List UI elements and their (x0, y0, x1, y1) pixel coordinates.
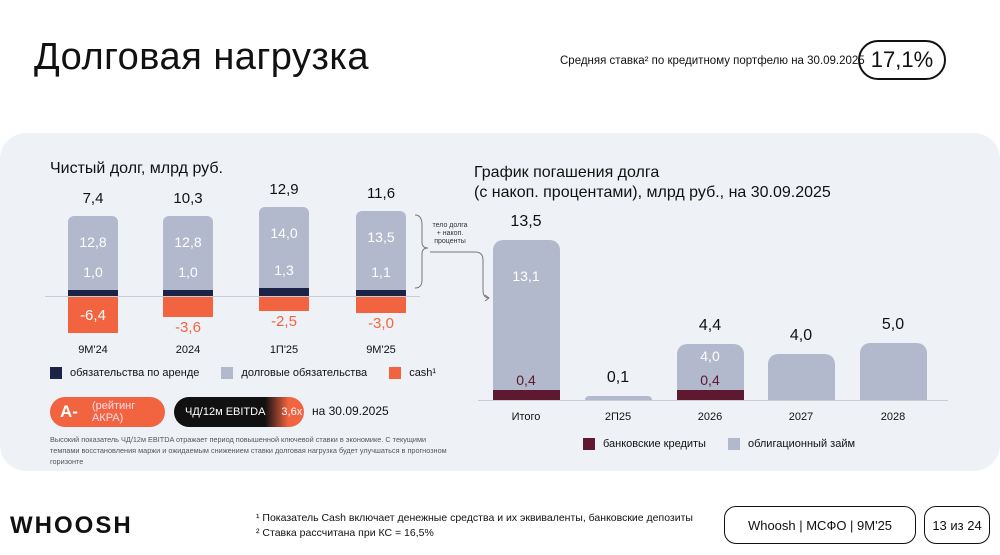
right-legend: банковские кредиты облигационный займ (583, 438, 855, 450)
category-label: Итого (511, 411, 541, 423)
total-label: 5,0 (881, 315, 905, 333)
legend-swatch-lease (50, 367, 62, 379)
category-label: 2028 (880, 411, 906, 423)
bar-cash (259, 296, 309, 311)
bar-bank (677, 390, 744, 400)
cash-label: -3,6 (175, 318, 201, 336)
bar-bonds (768, 354, 835, 400)
legend-swatch-bonds (727, 438, 740, 450)
bar-lease (163, 290, 213, 296)
badge-date: на 30.09.2025 (312, 404, 389, 418)
page-title: Долговая нагрузка (34, 36, 370, 78)
total-label: 4,4 (698, 317, 722, 335)
bar-bank (585, 396, 652, 400)
legend-debt: долговые обязательства (241, 367, 368, 379)
legend-bank: банковские кредиты (603, 438, 706, 450)
footnotes: ¹ Показатель Cash включает денежные сред… (256, 511, 693, 541)
debt-label: 12,8 (79, 233, 107, 250)
legend-swatch-cash (389, 367, 402, 379)
category-label: 2027 (788, 411, 814, 423)
bar-lease (356, 289, 406, 296)
net-debt-chart: 7,4 12,8 1,0 -6,4 9М'24 10,3 12,8 1,0 -3,6 2024 12… (0, 0, 460, 380)
legend-bonds: облигационный займ (747, 438, 856, 450)
zero-line (45, 296, 420, 297)
lease-label: 1,3 (274, 262, 294, 279)
bar-debt (163, 215, 213, 291)
bar-lease (68, 290, 118, 296)
rating-value: A- (60, 402, 78, 421)
ratio-label: ЧД/12м EBITDA (185, 406, 266, 418)
left-legend: обязательства по аренде долговые обязате… (50, 367, 436, 379)
bar-bonds (860, 342, 927, 400)
annotation-label: тело долга + накоп. проценты (432, 222, 468, 245)
bar-bonds (677, 344, 744, 391)
bank-label: 0,4 (516, 372, 536, 389)
bar-bank (493, 390, 560, 400)
ratio-value: 3,6x (281, 406, 303, 418)
debt-label: 13,5 (367, 229, 395, 246)
rate-label: Средняя ставка² по кредитному портфелю н… (560, 55, 865, 67)
legend-swatch-bank (583, 438, 595, 450)
bonds-label: 4,0 (700, 348, 720, 365)
rate-badge: 17,1% (858, 40, 946, 80)
bar-bonds (493, 239, 560, 391)
legend-swatch-debt (221, 367, 234, 379)
bonds-label: 13,1 (512, 267, 540, 284)
bracket-arrow-icon (414, 214, 490, 302)
debt-label: 14,0 (270, 225, 298, 242)
repayment-chart: 13,5 13,1 0,4 Итого 0,1 2П25 4,4 4,0 0,4 2026 4,0 2… (493, 212, 927, 423)
bar-debt (356, 211, 406, 290)
footnote-2: ² Ставка рассчитана при КС = 16,5% (256, 527, 434, 539)
lease-label: 1,0 (178, 264, 198, 281)
bar-debt (68, 215, 118, 291)
category-label: 9М'25 (366, 344, 396, 356)
rating-badge: A- (рейтинг АКРА) (50, 397, 165, 427)
right-chart-title-1: График погашения долга (474, 164, 660, 181)
legend-lease: обязательства по аренде (70, 367, 200, 379)
baseline (478, 400, 948, 401)
footnote-1: ¹ Показатель Cash включает денежные сред… (256, 512, 693, 524)
category-label: 9М'24 (78, 344, 108, 356)
lease-label: 1,0 (83, 264, 103, 281)
right-chart-title-2: (с накоп. процентами), млрд руб., на 30.… (474, 184, 831, 201)
total-label: 0,1 (606, 369, 630, 386)
lease-label: 1,1 (371, 263, 391, 280)
bar-lease (259, 288, 309, 296)
legend-cash: cash¹ (409, 367, 437, 379)
total-label: 4,0 (789, 327, 813, 344)
bank-label: 0,4 (700, 372, 720, 389)
net-debt-label: 12,9 (269, 181, 299, 199)
page-number: 13 из 24 (924, 506, 990, 544)
total-label: 13,5 (510, 212, 542, 230)
category-label: 1П'25 (269, 344, 299, 356)
debt-label: 12,8 (174, 233, 202, 250)
net-debt-label: 7,4 (82, 189, 104, 207)
bar-debt (259, 207, 309, 289)
whoosh-logo: WHOOSH (10, 512, 133, 539)
net-debt-label: 10,3 (173, 189, 203, 207)
bar-cash (68, 296, 118, 334)
category-label: 2026 (697, 411, 723, 423)
ratio-badge: ЧД/12м EBITDA 3,6x (174, 397, 304, 427)
category-label: 2П25 (604, 411, 632, 423)
cash-label: -3,0 (368, 315, 394, 333)
note-text: Высокий показатель ЧД/12м EBITDA отражае… (50, 435, 447, 466)
bar-cash (163, 296, 213, 317)
category-label: 2024 (175, 344, 201, 356)
cash-label: -2,5 (271, 312, 297, 330)
net-debt-label: 11,6 (366, 185, 396, 203)
report-label: Whoosh | МСФО | 9М'25 (724, 506, 916, 544)
left-chart-title: Чистый долг, млрд руб. (50, 160, 223, 177)
bar-cash (356, 296, 406, 314)
cash-label: -6,4 (80, 306, 106, 324)
rating-label: (рейтинг АКРА) (91, 400, 136, 424)
